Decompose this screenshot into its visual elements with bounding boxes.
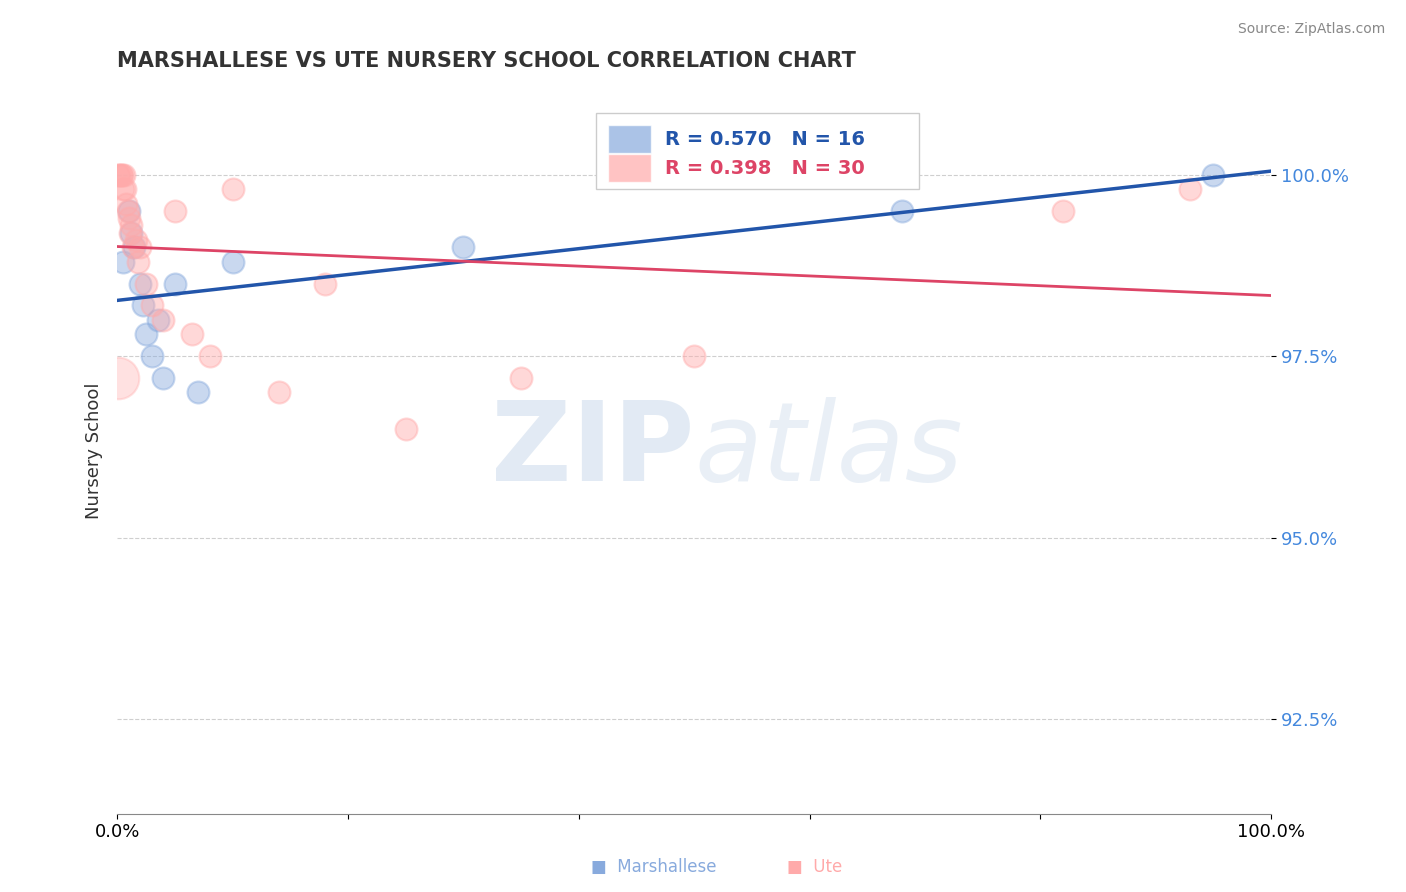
Point xyxy=(163,203,186,218)
Point xyxy=(112,168,135,182)
Point xyxy=(129,240,152,254)
Text: R = 0.570   N = 16: R = 0.570 N = 16 xyxy=(665,129,865,149)
Point xyxy=(141,349,163,363)
Point xyxy=(114,182,136,196)
Text: atlas: atlas xyxy=(695,397,963,504)
Point xyxy=(118,203,141,218)
Point xyxy=(181,327,204,342)
Point xyxy=(120,219,142,233)
Text: R = 0.398   N = 30: R = 0.398 N = 30 xyxy=(665,159,865,178)
Point xyxy=(198,349,221,363)
FancyBboxPatch shape xyxy=(596,113,920,189)
Point xyxy=(221,182,243,196)
Text: ■  Marshallese: ■ Marshallese xyxy=(591,858,716,876)
Text: MARSHALLESE VS UTE NURSERY SCHOOL CORRELATION CHART: MARSHALLESE VS UTE NURSERY SCHOOL CORREL… xyxy=(117,51,856,70)
Text: ■  Ute: ■ Ute xyxy=(787,858,842,876)
Point xyxy=(118,211,141,226)
Point xyxy=(890,203,912,218)
Point xyxy=(267,385,290,400)
Point xyxy=(221,254,243,268)
Point xyxy=(118,226,141,240)
Point xyxy=(107,168,129,182)
Point xyxy=(120,226,142,240)
Point xyxy=(152,313,174,327)
Point xyxy=(146,313,169,327)
Point xyxy=(127,254,149,268)
Point xyxy=(314,277,336,291)
Point xyxy=(129,277,152,291)
Point xyxy=(111,168,134,182)
Point xyxy=(122,240,145,254)
Point xyxy=(395,422,418,436)
FancyBboxPatch shape xyxy=(607,154,651,182)
Point xyxy=(110,168,132,182)
Point xyxy=(1202,168,1225,182)
Point xyxy=(135,277,157,291)
Text: ZIP: ZIP xyxy=(491,397,695,504)
Point xyxy=(152,371,174,385)
Point xyxy=(1052,203,1074,218)
Point xyxy=(115,196,138,211)
Point xyxy=(124,233,146,247)
Point xyxy=(124,240,146,254)
Point xyxy=(117,203,139,218)
Point xyxy=(141,298,163,312)
Point xyxy=(1180,182,1202,196)
Point xyxy=(111,254,134,268)
Text: Source: ZipAtlas.com: Source: ZipAtlas.com xyxy=(1237,22,1385,37)
Point xyxy=(683,349,706,363)
Point xyxy=(510,371,533,385)
Point xyxy=(453,240,475,254)
Point xyxy=(131,298,153,312)
Point xyxy=(108,168,131,182)
Point xyxy=(163,277,186,291)
Y-axis label: Nursery School: Nursery School xyxy=(86,383,103,519)
FancyBboxPatch shape xyxy=(607,125,651,153)
Point xyxy=(107,371,129,385)
Point xyxy=(135,327,157,342)
Point xyxy=(111,182,134,196)
Point xyxy=(187,385,209,400)
